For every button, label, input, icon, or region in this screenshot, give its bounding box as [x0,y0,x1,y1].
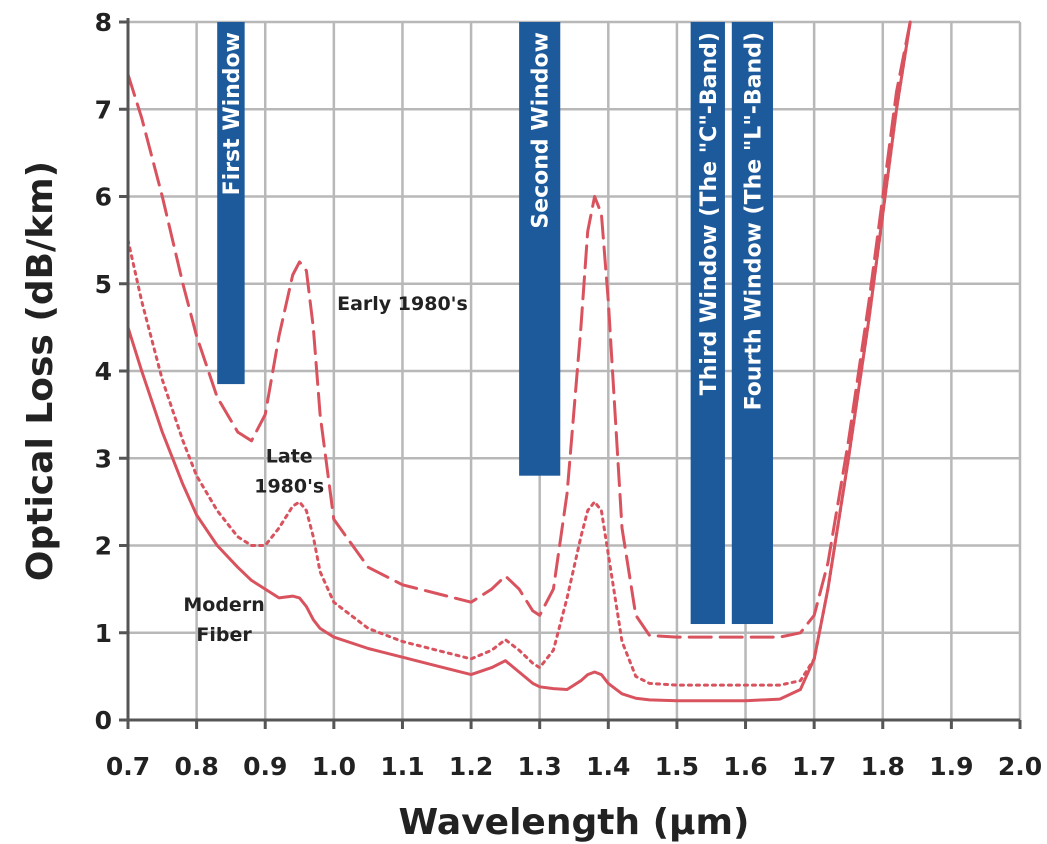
x-tick-label: 1.2 [449,752,493,781]
y-tick-label: 1 [95,619,112,648]
y-tick-label: 3 [95,444,112,473]
x-tick-label: 0.7 [106,752,150,781]
window-band [731,22,773,625]
x-tick-label: 1.0 [312,752,356,781]
x-axis-title: Wavelength (μm) [398,802,749,843]
y-tick-label: 0 [95,706,112,735]
axes: 0 1 2 3 4 5 6 7 8 0.7 0.8 0.9 1.0 1.1 1.2 1.3 1.4 1.5 1.6 1… [95,8,1043,781]
x-tick-label: 1.7 [792,752,836,781]
x-tick-label: 0.9 [243,752,287,781]
y-axis-title: Optical Loss (dB/km) [20,161,61,581]
window-label: Second Window [529,32,554,229]
curve-annotation: Early 1980's [337,293,468,315]
annotation-line: Fiber [196,624,252,646]
annotation-line: Modern [183,594,264,616]
y-tick-label: 8 [95,8,112,37]
transmission-windows: First Window Second Window Third Window (T… [217,22,773,625]
y-tick-label: 2 [95,532,112,561]
x-tick-label: 1.5 [655,752,699,781]
x-tick-label: 1.8 [861,752,905,781]
x-tick-label: 1.9 [929,752,973,781]
x-tick-label: 1.6 [723,752,767,781]
x-tick-label: 0.8 [174,752,218,781]
loss-curve-dashed [126,20,912,639]
x-tick-label: 1.1 [380,752,424,781]
x-tick-label: 1.3 [518,752,562,781]
annotation-line: 1980's [254,476,324,498]
y-tick-label: 7 [95,95,112,124]
x-tick-label: 2.0 [998,752,1042,781]
window-band [217,22,245,385]
x-tick-label: 1.4 [586,752,630,781]
window-band [690,22,725,625]
loss-curve-dotted [126,20,912,687]
window-label: First Window [220,32,245,195]
window-label: Fourth Window (The "L"-Band) [741,32,766,410]
y-tick-label: 4 [95,357,112,386]
window-label: Third Window (The "C"-Band) [697,32,722,395]
y-tick-label: 5 [95,270,112,299]
loss-curves [126,20,912,703]
loss-curve-solid [126,20,912,703]
grid-lines [126,20,1022,722]
curve-annotation: Modern Fiber [183,594,264,646]
y-tick-label: 6 [95,183,112,212]
window-band [519,22,561,476]
annotation-line: Late [266,446,313,468]
curve-annotation: Late 1980's [254,446,324,498]
curve-annotations: Early 1980's Late 1980's Modern Fiber [183,293,467,646]
annotation-line: Early 1980's [337,293,468,315]
